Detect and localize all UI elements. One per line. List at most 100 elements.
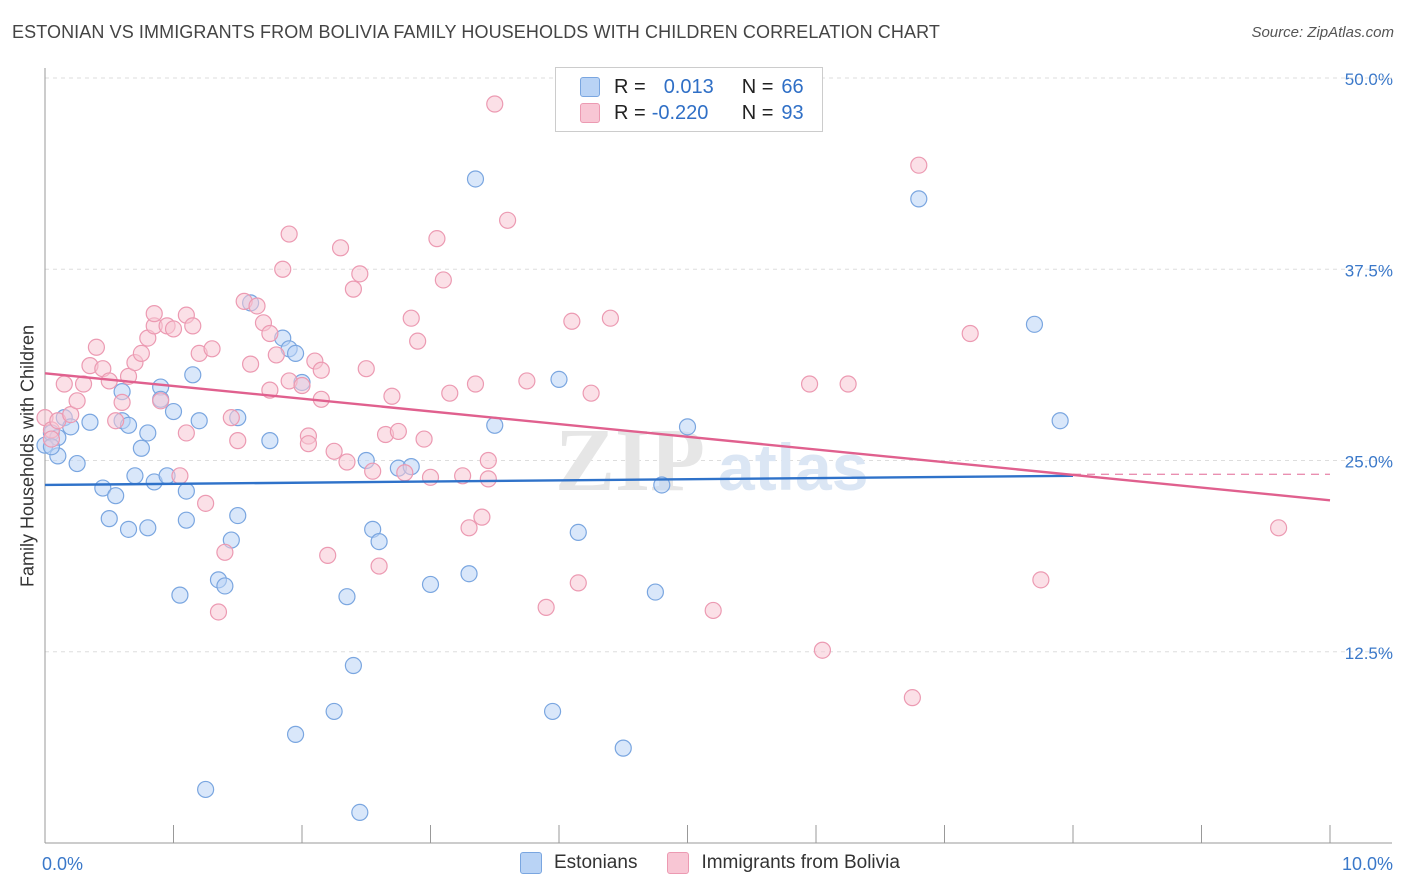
point-bolivia	[903, 689, 921, 707]
point-bolivia	[569, 574, 587, 592]
point-estonians	[286, 344, 305, 362]
point-bolivia	[518, 372, 536, 390]
point-bolivia	[839, 375, 857, 393]
point-bolivia	[319, 546, 337, 564]
point-bolivia	[1032, 571, 1050, 589]
point-bolivia	[171, 467, 189, 485]
point-estonians	[107, 487, 125, 505]
legend-row-estonians: R = 0.013 N = 66	[580, 74, 804, 100]
point-bolivia	[370, 557, 388, 575]
point-estonians	[261, 432, 279, 450]
point-bolivia	[216, 543, 234, 561]
point-estonians	[139, 424, 157, 442]
point-estonians	[216, 577, 234, 595]
series-legend: Estonians Immigrants from Bolivia	[520, 852, 930, 874]
point-bolivia	[910, 156, 928, 174]
legend-swatch-pink	[580, 103, 600, 123]
chart-title: ESTONIAN VS IMMIGRANTS FROM BOLIVIA FAMI…	[12, 22, 940, 42]
point-bolivia	[248, 297, 266, 315]
point-estonians	[543, 702, 562, 721]
point-estonians	[466, 170, 485, 188]
point-bolivia	[460, 519, 478, 537]
point-bolivia	[479, 451, 497, 470]
point-bolivia	[164, 320, 183, 338]
point-bolivia	[563, 312, 581, 330]
point-bolivia	[325, 442, 343, 460]
y-tick-label: 25.0%	[1345, 453, 1393, 472]
point-bolivia	[813, 641, 832, 659]
point-bolivia	[209, 603, 228, 621]
point-bolivia	[344, 280, 362, 298]
point-estonians	[351, 803, 369, 822]
point-estonians	[184, 366, 202, 384]
point-bolivia	[42, 430, 61, 448]
point-estonians	[421, 575, 440, 594]
point-bolivia	[396, 464, 414, 482]
point-bolivia	[267, 346, 285, 364]
point-bolivia	[222, 409, 240, 427]
point-bolivia	[479, 470, 497, 488]
point-estonians	[229, 506, 247, 525]
legend-n-label: N =	[741, 75, 774, 98]
point-estonians	[338, 588, 356, 606]
point-bolivia	[152, 392, 170, 410]
point-estonians	[119, 520, 138, 538]
point-bolivia	[1269, 519, 1288, 537]
point-bolivia	[428, 230, 446, 248]
legend-label-bolivia: Immigrants from Bolivia	[701, 852, 900, 873]
point-bolivia	[293, 376, 311, 395]
point-estonians	[1051, 412, 1069, 430]
legend-item-estonians: Estonians	[520, 852, 637, 874]
point-bolivia	[132, 344, 150, 362]
point-estonians	[286, 725, 305, 743]
point-estonians	[177, 511, 195, 529]
point-bolivia	[409, 332, 427, 350]
point-bolivia	[601, 309, 620, 327]
point-estonians	[171, 586, 189, 604]
point-bolivia	[177, 424, 195, 442]
trend-line-bolivia	[44, 372, 1331, 502]
point-estonians	[678, 418, 697, 436]
point-bolivia	[55, 375, 73, 393]
point-estonians	[177, 482, 195, 500]
point-estonians	[486, 416, 504, 434]
point-estonians	[81, 413, 99, 431]
legend-swatch-pink	[667, 852, 690, 874]
point-bolivia	[184, 317, 202, 335]
point-bolivia	[466, 375, 485, 393]
point-bolivia	[704, 601, 722, 620]
x-tick-label: 0.0%	[42, 854, 83, 874]
point-bolivia	[203, 340, 221, 358]
point-bolivia	[415, 430, 433, 448]
point-estonians	[190, 412, 208, 430]
trend-line-estonians	[44, 474, 1074, 487]
correlation-legend: R = 0.013 N = 66 R = -0.220 N = 93	[555, 67, 823, 132]
point-bolivia	[280, 225, 298, 243]
legend-swatch-blue	[580, 77, 600, 97]
point-bolivia	[62, 406, 80, 424]
point-estonians	[126, 467, 144, 485]
point-bolivia	[389, 422, 407, 441]
point-estonians	[910, 190, 928, 208]
point-bolivia	[537, 598, 555, 616]
point-bolivia	[454, 467, 472, 485]
legend-r-value: 0.013	[663, 75, 714, 98]
legend-label-estonians: Estonians	[554, 852, 638, 873]
point-estonians	[653, 476, 671, 494]
legend-r-value: -0.220	[651, 101, 709, 124]
point-bolivia	[331, 239, 350, 257]
legend-row-bolivia: R = -0.220 N = 93	[580, 100, 804, 126]
point-bolivia	[229, 432, 247, 450]
legend-item-bolivia: Immigrants from Bolivia	[667, 852, 900, 874]
point-bolivia	[473, 508, 491, 526]
point-estonians	[197, 780, 215, 799]
point-estonians	[569, 523, 587, 542]
x-tick-label: 10.0%	[1342, 854, 1393, 874]
point-estonians	[646, 583, 664, 601]
y-tick-label: 12.5%	[1345, 644, 1393, 663]
point-bolivia	[441, 384, 459, 402]
point-bolivia	[357, 360, 375, 378]
point-estonians	[100, 510, 118, 528]
point-bolivia	[338, 453, 356, 471]
